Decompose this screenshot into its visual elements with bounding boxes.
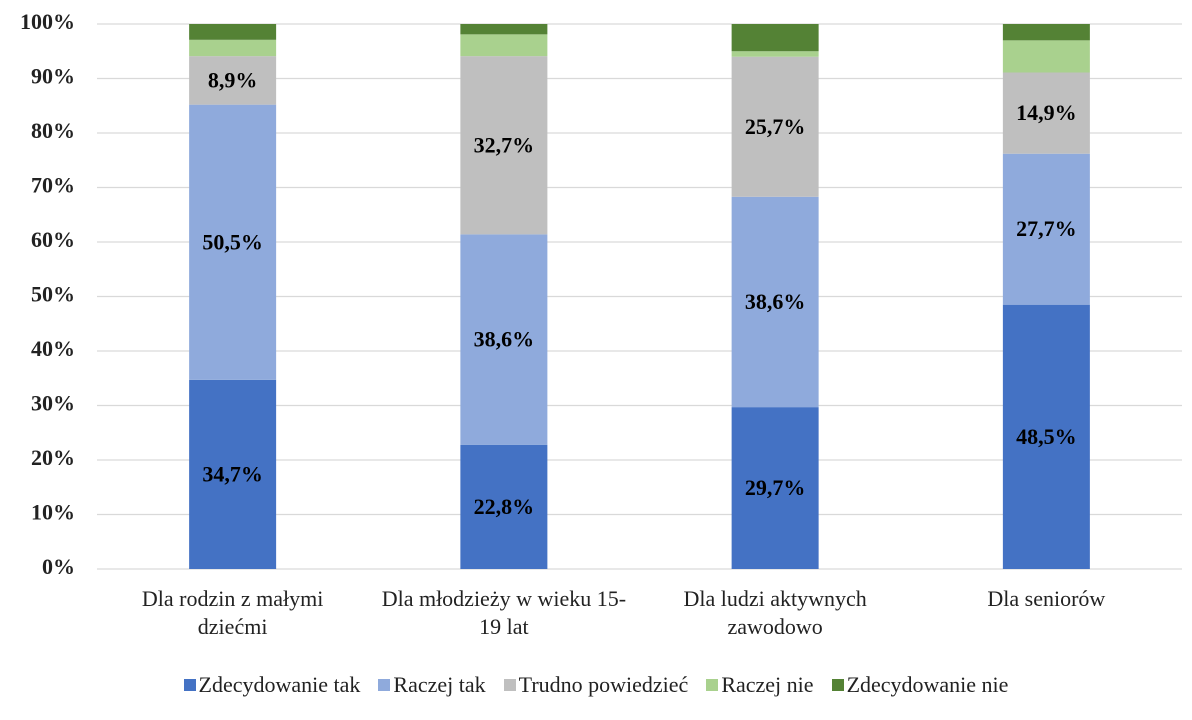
y-tick-label: 20% — [31, 445, 75, 470]
bar-segment — [731, 196, 819, 408]
bar-segment — [731, 407, 819, 569]
legend-label: Zdecydowanie tak — [198, 672, 361, 697]
y-tick-label: 70% — [31, 173, 75, 198]
legend-item: Zdecydowanie nie — [831, 672, 1009, 698]
legend-swatch — [183, 679, 196, 691]
y-tick-label: 40% — [31, 336, 75, 361]
legend-item: Trudno powiedzieć — [503, 672, 689, 698]
bar-segment — [189, 39, 277, 57]
data-label: 14,9% — [1016, 100, 1077, 125]
x-tick-label: Dla młodzieży w wieku 15-19 lat — [381, 586, 627, 639]
bar-segment — [731, 56, 819, 197]
bar-segment — [189, 56, 277, 105]
legend-swatch — [378, 679, 391, 691]
x-tick-label: Dla ludzi aktywnych zawodowo — [683, 586, 867, 639]
bar-segment — [731, 24, 819, 52]
legend-item: Zdecydowanie tak — [183, 672, 361, 698]
legend-item: Raczej nie — [706, 672, 814, 698]
y-tick-label: 100% — [20, 9, 75, 34]
bar-segment — [460, 234, 548, 445]
y-tick-label: 80% — [31, 118, 75, 143]
data-label: 48,5% — [1016, 424, 1077, 449]
bar-segment — [460, 56, 548, 235]
data-label: 22,8% — [474, 494, 535, 519]
legend-swatch — [706, 679, 719, 691]
bar-segment — [731, 51, 819, 57]
x-tick-label: Dla rodzin z małymi dziećmi — [141, 586, 324, 639]
bar-segment — [189, 379, 277, 569]
data-label: 38,6% — [745, 289, 806, 314]
data-label: 32,7% — [474, 132, 535, 157]
legend-label: Zdecydowanie nie — [846, 672, 1009, 697]
legend-swatch — [831, 679, 844, 691]
legend: Zdecydowanie tak Raczej tak Trudno powiedz… — [0, 672, 1192, 698]
bar-segment — [1002, 40, 1090, 73]
x-tick-label: Dla seniorów — [987, 586, 1106, 611]
data-label: 34,7% — [202, 461, 263, 486]
data-label: 8,9% — [208, 67, 258, 92]
legend-item: Raczej tak — [378, 672, 486, 698]
y-tick-label: 90% — [31, 64, 75, 89]
legend-label: Raczej tak — [393, 672, 486, 697]
data-label: 50,5% — [202, 229, 263, 254]
bar-segment — [1002, 304, 1090, 569]
bar-segment — [1002, 24, 1090, 41]
y-tick-label: 30% — [31, 391, 75, 416]
data-label: 29,7% — [745, 475, 806, 500]
bar-segment — [189, 24, 277, 40]
data-label: 25,7% — [745, 114, 806, 139]
y-tick-label: 60% — [31, 227, 75, 252]
data-label: 38,6% — [474, 327, 535, 352]
bar-segment — [1002, 72, 1090, 154]
bar-segment — [460, 34, 548, 57]
y-tick-label: 50% — [31, 282, 75, 307]
bar-segment — [460, 444, 548, 569]
data-label: 27,7% — [1016, 216, 1077, 241]
y-tick-label: 10% — [31, 500, 75, 525]
legend-label: Trudno powiedzieć — [518, 672, 689, 697]
legend-label: Raczej nie — [721, 672, 814, 697]
bar-segment — [1002, 153, 1090, 305]
bar-segment — [189, 104, 277, 380]
y-tick-label: 0% — [42, 554, 75, 579]
bar-segment — [460, 24, 548, 35]
legend-swatch — [503, 679, 516, 691]
